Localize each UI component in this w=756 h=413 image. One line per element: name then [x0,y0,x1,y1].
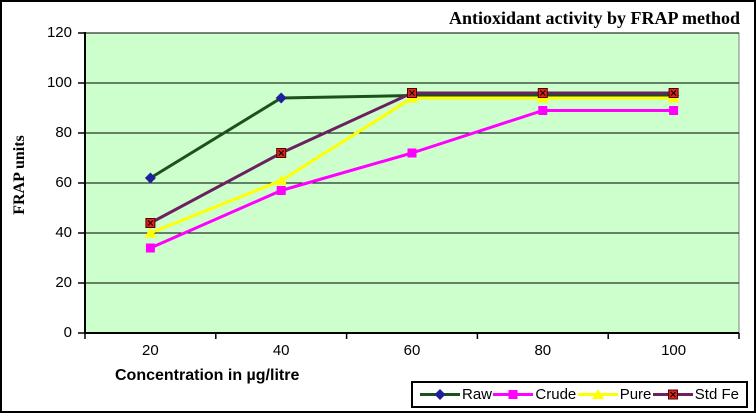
x-tick-label: 40 [272,342,290,359]
x-tick-label: 20 [142,342,159,359]
square-x-marker-cross [669,391,676,398]
legend-item-raw: Raw [420,386,492,403]
square-marker [508,390,518,399]
square-marker [538,106,548,115]
legend-label: Raw [462,386,493,403]
y-tick-label: 100 [46,74,72,92]
y-tick-label: 60 [55,174,72,192]
chart-title: Antioxidant activity by FRAP method [448,8,740,28]
square-marker [669,106,679,115]
square-x-marker-cross [409,90,415,96]
square-x-marker-cross [147,220,154,226]
y-tick-label: 40 [55,224,72,242]
legend-label: Pure [619,386,652,403]
legend-label: Std Fe [694,386,739,403]
square-x-marker-cross [278,150,285,156]
x-tick-label: 80 [534,342,552,359]
legend-item-std-fe: Std Fe [652,386,739,403]
y-tick-label: 0 [63,324,72,342]
diamond-marker [275,92,287,104]
x-tick-label: 60 [403,342,421,359]
legend-swatch-square [493,390,534,399]
y-tick-label: 80 [55,124,72,142]
diamond-marker [144,172,156,184]
square-x-marker-cross [670,90,677,96]
triangle-marker [144,227,157,238]
y-tick-label: 20 [55,274,72,292]
diamond-marker [434,389,446,400]
legend-label: Crude [535,386,577,403]
legend-swatch-diamond [420,389,460,400]
legend-item-crude: Crude [493,386,576,403]
triangle-marker [275,175,288,185]
y-tick-label: 120 [46,24,72,42]
legend: Raw Crude Pure Std Fe [411,381,748,408]
square-marker [407,148,417,158]
triangle-marker [591,389,604,399]
square-marker [276,186,286,195]
legend-swatch-triangle [577,389,618,399]
legend-swatch-square-x [652,389,693,400]
legend-item-pure: Pure [577,386,652,403]
square-x-marker-cross [539,90,546,96]
x-axis-title: Concentration in µg/litre [115,367,300,384]
square-marker [145,243,155,253]
x-tick-label: 100 [661,342,687,359]
